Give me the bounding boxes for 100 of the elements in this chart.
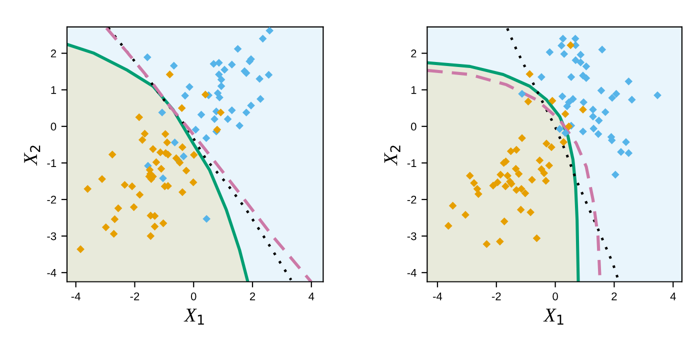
point: [580, 98, 588, 106]
point: [518, 134, 526, 142]
point: [589, 112, 597, 120]
point: [548, 143, 556, 152]
point: [143, 53, 152, 62]
point: [654, 91, 662, 100]
x-tick-label: -2: [130, 292, 140, 300]
point: [624, 77, 633, 86]
y-tick-label: -3: [407, 232, 416, 240]
point: [571, 34, 580, 43]
point: [114, 204, 122, 212]
point: [494, 178, 502, 186]
point: [489, 182, 498, 190]
y-axis-title: X$_{2}$: [24, 146, 40, 166]
y-tick-label: 2: [50, 50, 56, 58]
point: [518, 90, 526, 98]
line-series: [427, 61, 580, 282]
point: [462, 210, 470, 219]
point: [178, 143, 186, 152]
point: [166, 70, 174, 78]
point: [178, 188, 186, 196]
point: [140, 130, 149, 138]
point: [612, 90, 620, 98]
point: [228, 106, 236, 114]
point: [178, 104, 186, 112]
point: [149, 145, 157, 153]
x-axis-title: X$_{1}$: [184, 308, 204, 325]
point: [582, 74, 590, 82]
point: [566, 41, 575, 50]
point: [216, 108, 225, 116]
point: [500, 218, 508, 226]
point: [579, 106, 587, 114]
point: [545, 162, 554, 170]
x-tick-label: 2: [612, 292, 617, 300]
point: [563, 102, 572, 110]
point: [217, 82, 226, 90]
point: [532, 234, 541, 242]
x-tick-label: -4: [433, 292, 442, 300]
point: [524, 98, 532, 106]
y-tick-label: -2: [407, 196, 416, 204]
point: [622, 138, 630, 146]
point: [242, 108, 250, 116]
point: [215, 58, 223, 67]
x-axis-title: X$_{1}$: [543, 308, 564, 325]
point: [157, 164, 166, 173]
point: [172, 154, 180, 162]
y-axis-title: X$_{2}$: [384, 146, 400, 166]
point: [548, 96, 556, 105]
point: [558, 42, 566, 50]
point: [210, 115, 218, 123]
point: [224, 115, 232, 123]
point: [264, 70, 273, 79]
point: [266, 26, 274, 35]
y-tick-label: 2: [411, 50, 416, 58]
point: [473, 184, 482, 193]
point: [624, 149, 633, 157]
point: [590, 124, 598, 133]
y-tick-label: -4: [407, 268, 416, 277]
point: [146, 232, 155, 240]
line-series: [67, 42, 250, 282]
point: [159, 174, 167, 182]
x-tick-label: -2: [492, 292, 501, 300]
point: [561, 110, 570, 118]
point: [84, 184, 92, 193]
point: [579, 128, 587, 136]
point: [567, 73, 576, 81]
y-tick-label: -3: [47, 232, 56, 240]
y-tick-label: -1: [407, 159, 416, 167]
point: [526, 70, 534, 78]
point: [130, 203, 138, 212]
y-tick-label: 0: [50, 122, 56, 131]
y-tick-label: -4: [47, 268, 56, 277]
point: [512, 146, 520, 154]
x-tick-label: 4: [308, 292, 314, 300]
point: [582, 62, 590, 70]
point: [474, 190, 482, 198]
point: [466, 172, 474, 180]
point: [506, 147, 515, 156]
point: [572, 56, 580, 64]
y-tick-label: -2: [47, 196, 56, 204]
point: [152, 158, 160, 166]
point: [556, 125, 564, 133]
point: [504, 172, 512, 180]
point: [538, 73, 546, 81]
point: [216, 94, 224, 102]
point: [98, 175, 106, 183]
point: [128, 182, 136, 190]
point: [444, 222, 452, 230]
point: [589, 106, 597, 114]
point: [215, 70, 223, 78]
point: [217, 76, 226, 84]
x-tick-label: 0: [552, 292, 558, 300]
point: [228, 60, 236, 69]
point: [102, 223, 110, 232]
point: [617, 148, 625, 156]
point: [594, 116, 603, 124]
point: [120, 180, 129, 189]
point: [180, 152, 188, 160]
point: [202, 214, 211, 223]
y-tick-label: -1: [47, 159, 56, 167]
